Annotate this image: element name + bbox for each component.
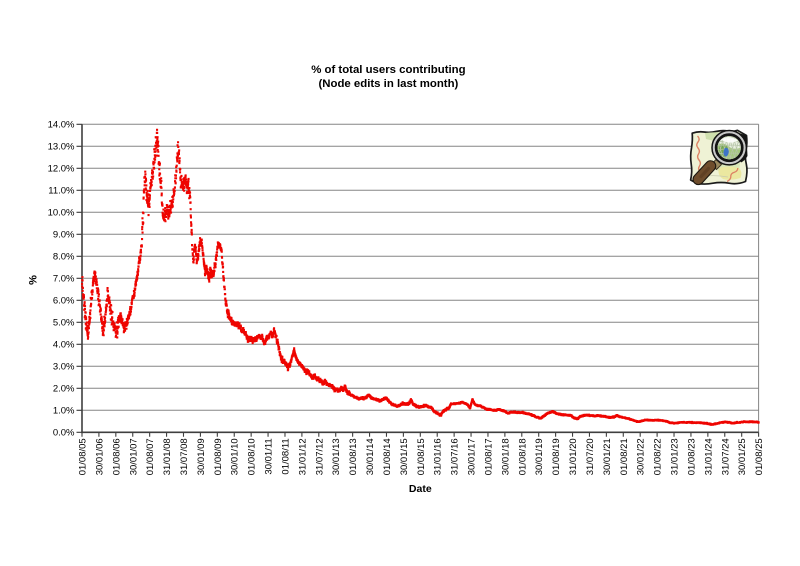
svg-text:30/01/22: 30/01/22 <box>636 438 647 475</box>
svg-text:12.0%: 12.0% <box>48 164 75 175</box>
svg-text:13.0%: 13.0% <box>48 142 75 153</box>
svg-text:3.0%: 3.0% <box>53 362 75 373</box>
svg-text:11.0%: 11.0% <box>48 186 75 197</box>
svg-text:01/08/06: 01/08/06 <box>111 438 122 475</box>
svg-text:30/01/18: 30/01/18 <box>500 438 511 475</box>
svg-text:1.0%: 1.0% <box>53 406 75 417</box>
svg-text:31/01/20: 31/01/20 <box>568 438 579 475</box>
svg-text:31/07/08: 31/07/08 <box>179 438 190 475</box>
svg-text:14.0%: 14.0% <box>48 120 75 131</box>
svg-text:9.0%: 9.0% <box>53 230 75 241</box>
svg-text:31/01/16: 31/01/16 <box>433 438 444 475</box>
svg-text:01/08/10: 01/08/10 <box>247 438 258 475</box>
svg-text:01/08/15: 01/08/15 <box>416 438 427 475</box>
svg-text:% of total users contributing: % of total users contributing <box>311 64 465 76</box>
svg-text:31/07/12: 31/07/12 <box>314 438 325 475</box>
svg-text:01/08/09: 01/08/09 <box>213 438 224 475</box>
svg-text:31/07/16: 31/07/16 <box>450 438 461 475</box>
svg-text:01/08/13: 01/08/13 <box>348 438 359 475</box>
svg-text:30/01/11: 30/01/11 <box>264 438 275 474</box>
svg-text:Date: Date <box>409 483 432 495</box>
svg-text:30/01/10: 30/01/10 <box>230 438 241 475</box>
svg-text:01/08/25: 01/08/25 <box>754 438 765 475</box>
svg-text:01/08/05: 01/08/05 <box>78 438 89 475</box>
svg-text:5.0%: 5.0% <box>53 318 75 329</box>
svg-text:0.0%: 0.0% <box>53 428 75 439</box>
svg-text:01/08/07: 01/08/07 <box>145 438 156 475</box>
svg-text:31/01/23: 31/01/23 <box>670 438 681 475</box>
svg-text:31/01/24: 31/01/24 <box>703 438 714 475</box>
svg-text:01/08/19: 01/08/19 <box>551 438 562 475</box>
svg-text:30/01/25: 30/01/25 <box>737 438 748 475</box>
svg-text:30/01/06: 30/01/06 <box>94 438 105 475</box>
svg-text:%: % <box>28 275 40 285</box>
svg-text:01/08/14: 01/08/14 <box>382 438 393 475</box>
svg-text:2.0%: 2.0% <box>53 384 75 395</box>
svg-text:01/08/17: 01/08/17 <box>483 438 494 475</box>
svg-text:31/01/08: 31/01/08 <box>162 438 173 475</box>
svg-text:30/01/17: 30/01/17 <box>467 438 478 475</box>
svg-text:30/01/21: 30/01/21 <box>602 438 613 475</box>
svg-text:30/01/13: 30/01/13 <box>331 438 342 475</box>
svg-text:01/08/23: 01/08/23 <box>686 438 697 475</box>
svg-text:30/01/15: 30/01/15 <box>399 438 410 475</box>
svg-text:01/08/22: 01/08/22 <box>653 438 664 475</box>
svg-text:30/01/19: 30/01/19 <box>534 438 545 475</box>
svg-text:31/07/24: 31/07/24 <box>720 438 731 475</box>
svg-text:01/08/11: 01/08/11 <box>280 438 291 474</box>
svg-text:8.0%: 8.0% <box>53 252 75 263</box>
svg-text:31/07/20: 31/07/20 <box>585 438 596 475</box>
svg-text:6.0%: 6.0% <box>53 296 75 307</box>
svg-text:4.0%: 4.0% <box>53 340 75 351</box>
svg-text:30/01/09: 30/01/09 <box>196 438 207 475</box>
svg-text:30/01/07: 30/01/07 <box>128 438 139 475</box>
svg-text:10.0%: 10.0% <box>48 208 75 219</box>
svg-text:01/08/21: 01/08/21 <box>619 438 630 475</box>
svg-text:30/01/14: 30/01/14 <box>365 438 376 475</box>
svg-text:(Node edits in last month): (Node edits in last month) <box>318 78 458 90</box>
svg-text:7.0%: 7.0% <box>53 274 75 285</box>
svg-text:01/08/18: 01/08/18 <box>517 438 528 475</box>
svg-text:31/01/12: 31/01/12 <box>297 438 308 475</box>
